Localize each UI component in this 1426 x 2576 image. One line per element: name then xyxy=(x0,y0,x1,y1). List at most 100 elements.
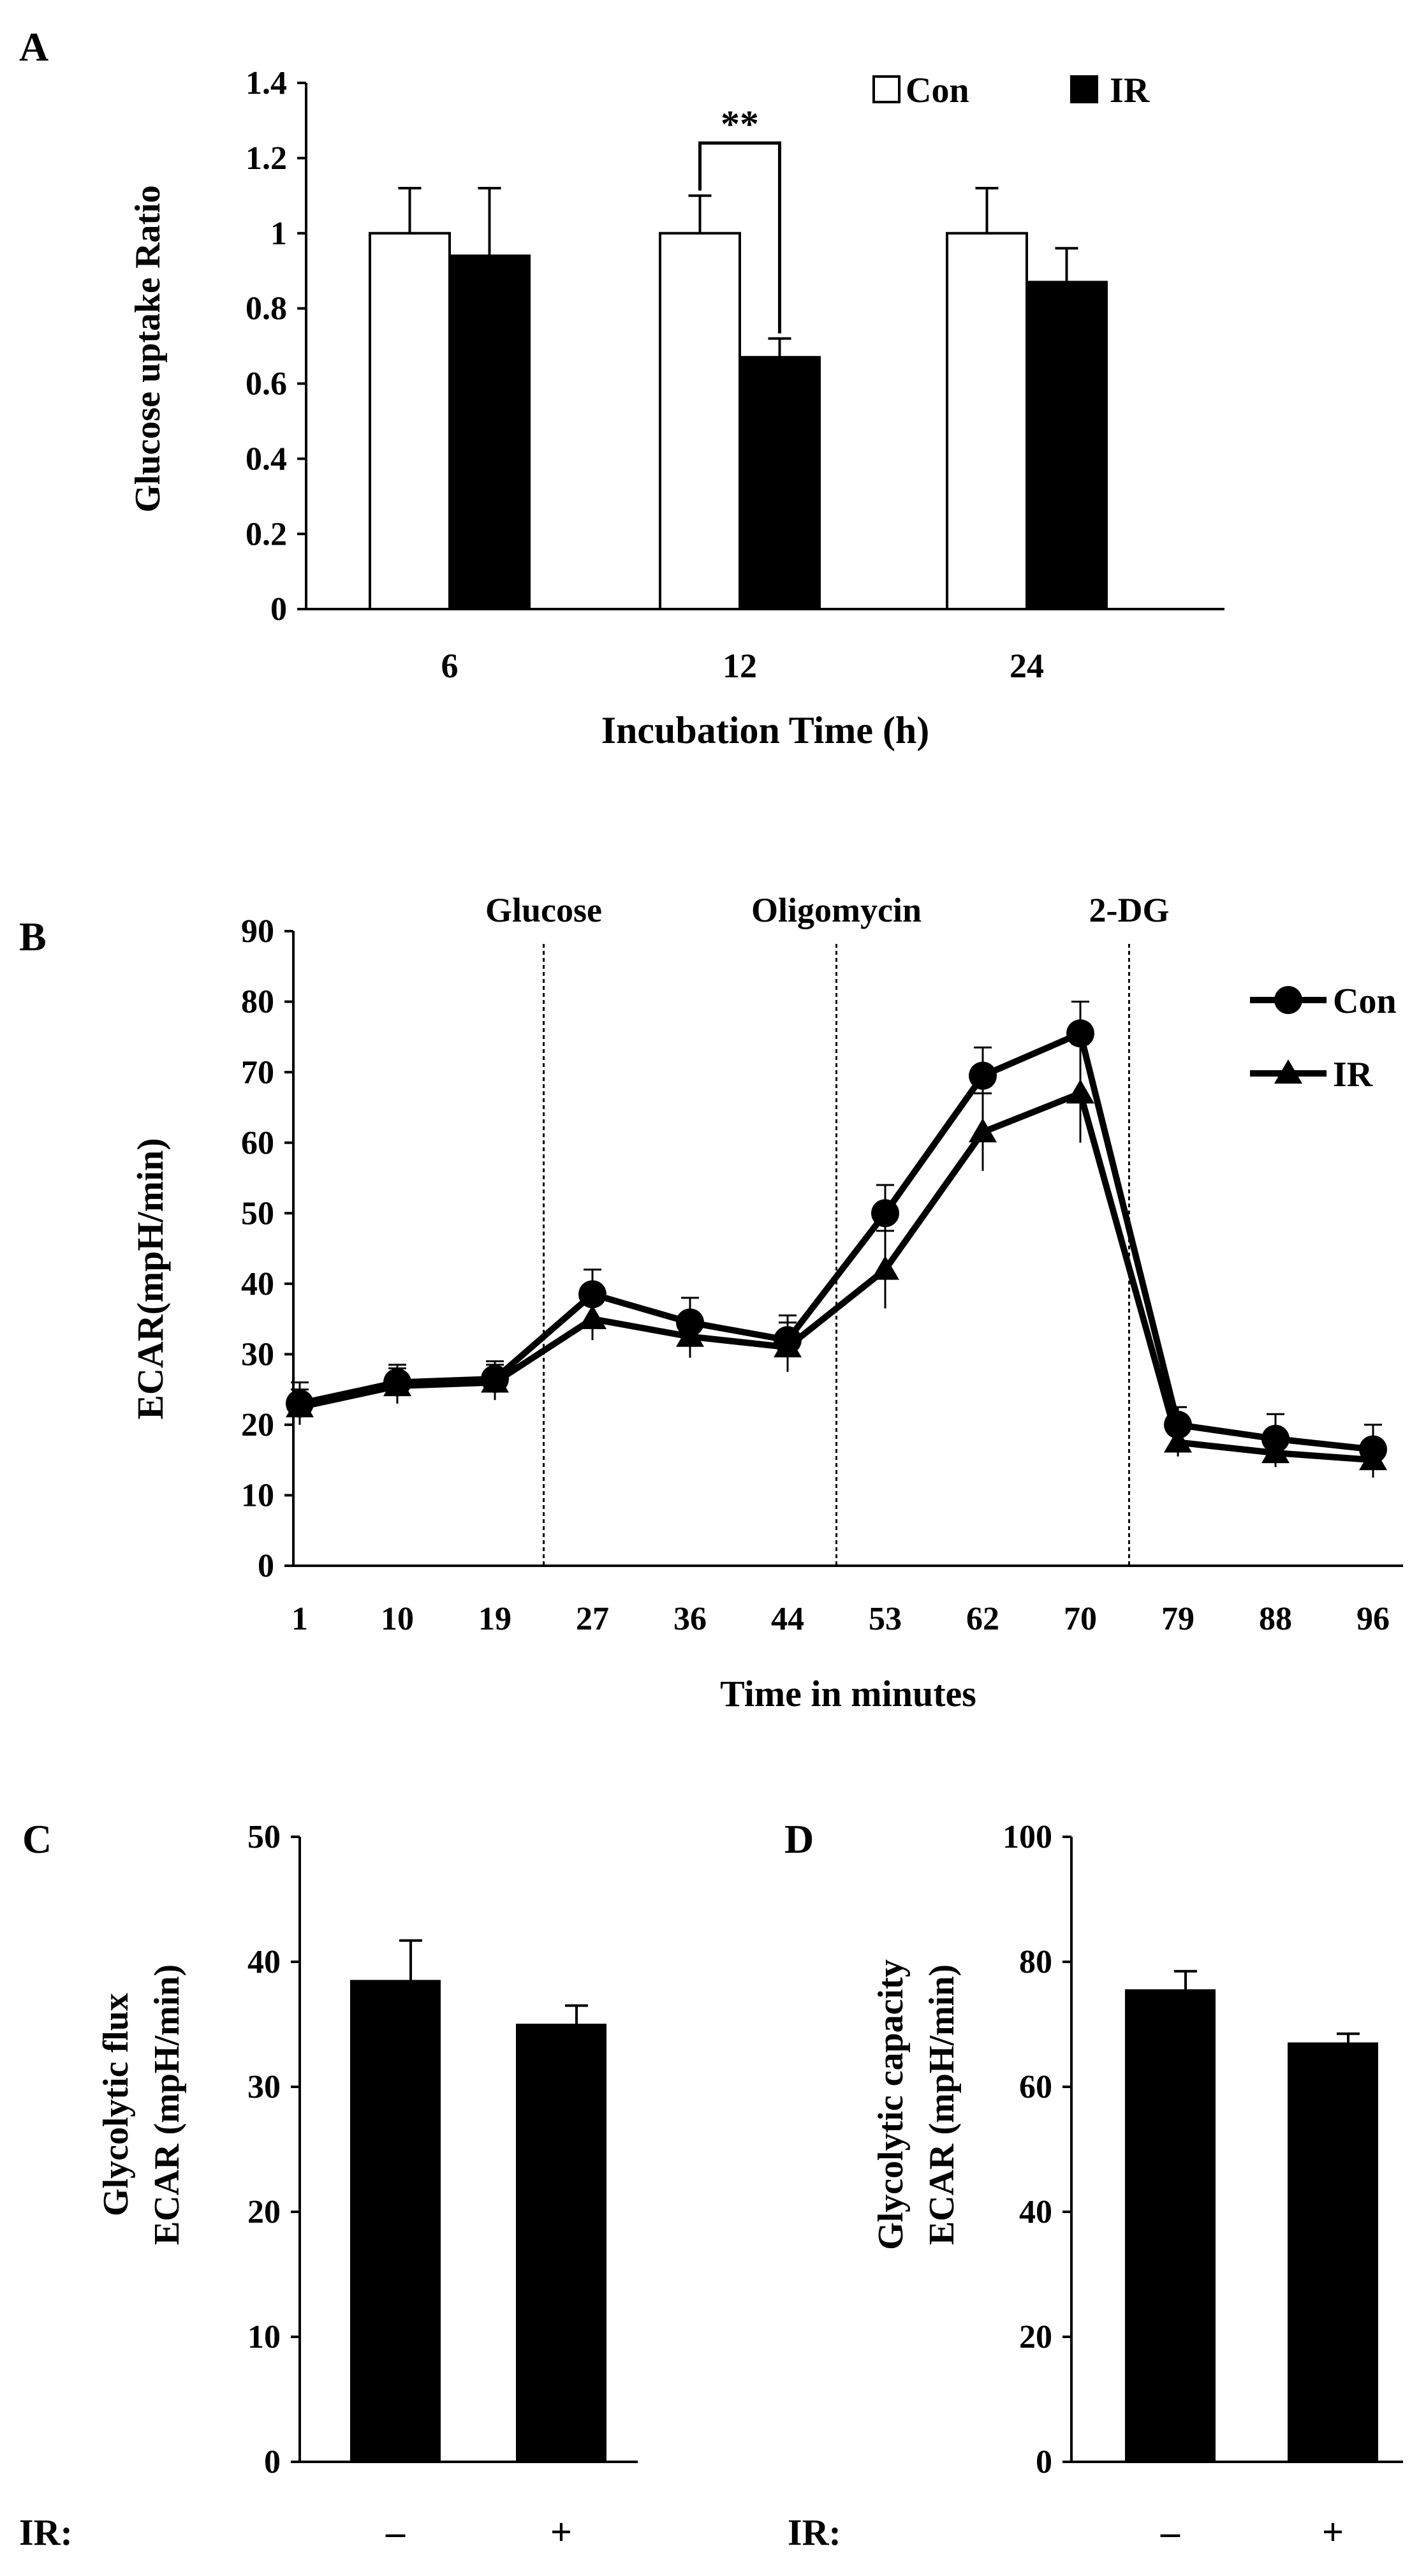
series-line xyxy=(298,1090,1374,1464)
legend-marker-ir xyxy=(1274,1059,1302,1084)
legend-label-con: Con xyxy=(906,71,969,110)
x-tick-label: 79 xyxy=(1161,1601,1194,1637)
x-tick-label: – xyxy=(385,2511,406,2553)
y-axis-label-line-1: Glycolytic flux xyxy=(96,1993,136,2216)
y-tick-label: 40 xyxy=(1019,2194,1052,2230)
x-tick-label: 53 xyxy=(869,1601,902,1637)
bar xyxy=(350,1980,441,2462)
y-tick-label: 1.2 xyxy=(246,140,287,177)
bars xyxy=(369,187,1108,611)
data-point-marker xyxy=(871,1255,899,1280)
x-tick-label: – xyxy=(1160,2511,1180,2553)
panel-a: A Glucose uptake Ratio 0 0.2 0.4 0.6 0.8 1 1.2… xyxy=(19,24,1224,751)
legend-label-con: Con xyxy=(1333,982,1397,1021)
x-tick-label: 96 xyxy=(1356,1601,1390,1637)
x-axis-tick-labels: – + xyxy=(385,2511,572,2553)
legend-marker-con xyxy=(1274,986,1302,1014)
bar-ir xyxy=(448,254,531,611)
y-tick-label: 50 xyxy=(241,1195,274,1232)
legend: Con IR xyxy=(1250,982,1397,1094)
y-axis-label: ECAR(mpH/min) xyxy=(129,1138,171,1419)
data-point-marker xyxy=(871,1199,899,1228)
x-tick-label: 27 xyxy=(576,1601,609,1637)
y-tick-label: 70 xyxy=(241,1054,274,1091)
x-tick-label: 6 xyxy=(441,647,459,685)
y-tick-label: 0.2 xyxy=(246,516,287,552)
data-point-marker xyxy=(969,1118,997,1143)
panel-d: D Glycolytic capacity ECAR (mpH/min) 0 20… xyxy=(784,1816,1403,2553)
bar-con xyxy=(369,232,451,610)
x-axis-tick-labels: 6 12 24 xyxy=(441,647,1045,685)
y-axis-label-line-2: ECAR (mpH/min) xyxy=(922,1964,962,2245)
data-point-marker xyxy=(481,1368,509,1393)
x-axis-tick-labels: – + xyxy=(1160,2511,1344,2553)
panel-label-a: A xyxy=(19,24,48,70)
bar-ir xyxy=(739,356,821,611)
series-ir xyxy=(286,1043,1387,1478)
series-line xyxy=(298,1030,1374,1453)
x-tick-label: 70 xyxy=(1064,1601,1097,1637)
y-axis-label-line-2: ECAR (mpH/min) xyxy=(147,1964,187,2245)
data-point-marker xyxy=(578,1280,606,1309)
y-tick-label: 0.4 xyxy=(246,441,287,477)
y-tick-label: 60 xyxy=(1019,2069,1052,2105)
y-axis-ticks: 0 20 40 60 80 100 xyxy=(1003,1819,1071,2480)
y-tick-label: 50 xyxy=(247,1819,281,1855)
y-tick-label: 100 xyxy=(1003,1819,1052,1855)
x-tick-label: 24 xyxy=(1010,647,1044,685)
legend: Con IR xyxy=(872,71,1150,110)
bars xyxy=(350,1939,606,2462)
y-axis-label: Glycolytic flux ECAR (mpH/min) xyxy=(96,1964,187,2245)
bars xyxy=(1125,1969,1378,2463)
data-point-marker xyxy=(578,1305,606,1330)
y-tick-label: 1 xyxy=(270,216,287,252)
data-point-marker xyxy=(1066,1019,1094,1048)
panel-label-c: C xyxy=(22,1816,52,1862)
data-point-marker xyxy=(1359,1446,1387,1471)
bar-con xyxy=(659,232,741,610)
legend-label-ir: IR xyxy=(1333,1055,1373,1094)
y-axis-ticks: 0 10 20 30 40 50 60 70 80 90 xyxy=(241,913,293,1584)
y-tick-label: 0 xyxy=(1036,2444,1052,2480)
injection-markers: Glucose Oligomycin 2-DG xyxy=(485,891,1169,1566)
x-tick-label: 10 xyxy=(381,1601,414,1637)
significance-stars: ** xyxy=(721,103,759,145)
x-axis-label: Time in minutes xyxy=(720,1673,976,1714)
y-tick-label: 20 xyxy=(241,1407,274,1443)
y-tick-label: 0 xyxy=(258,1548,274,1584)
x-tick-label: 44 xyxy=(771,1601,804,1637)
x-tick-label: 88 xyxy=(1259,1601,1292,1637)
data-point-marker xyxy=(676,1322,704,1347)
y-tick-label: 10 xyxy=(247,2319,281,2355)
y-tick-label: 0 xyxy=(270,591,287,628)
panel-label-b: B xyxy=(19,914,47,959)
x-axis-tick-labels: 1 10 19 27 36 44 53 62 70 79 88 96 xyxy=(291,1601,1390,1637)
y-axis-label-line-1: Glycolytic capacity xyxy=(871,1959,911,2250)
y-tick-label: 80 xyxy=(1019,1944,1052,1980)
y-tick-label: 40 xyxy=(247,1944,281,1980)
bar xyxy=(1125,1989,1216,2463)
bar-con xyxy=(946,232,1028,610)
x-tick-label: + xyxy=(550,2511,572,2553)
significance-bracket: ** xyxy=(698,103,781,334)
panel-b: B ECAR(mpH/min) 0 10 20 30 40 50 60 70 80 90 Gluc… xyxy=(19,891,1403,1714)
injection-label: Oligomycin xyxy=(751,891,922,929)
series xyxy=(286,1001,1387,1478)
ir-row-label: IR: xyxy=(19,2512,73,2553)
y-tick-label: 20 xyxy=(247,2194,281,2230)
y-tick-label: 90 xyxy=(241,913,274,950)
y-tick-label: 60 xyxy=(241,1125,274,1161)
data-point-marker xyxy=(286,1393,314,1418)
panel-label-d: D xyxy=(784,1816,814,1862)
y-tick-label: 20 xyxy=(1019,2319,1052,2355)
y-axis-ticks: 0 0.2 0.4 0.6 0.8 1 1.2 1.4 xyxy=(246,65,306,628)
data-point-marker xyxy=(969,1061,997,1090)
bar xyxy=(516,2024,606,2462)
legend-swatch-con xyxy=(872,75,900,103)
injection-label: Glucose xyxy=(485,891,602,929)
data-point-marker xyxy=(1066,1079,1094,1104)
data-point-marker xyxy=(1261,1439,1290,1464)
y-tick-label: 30 xyxy=(247,2069,281,2105)
y-axis-label: Glycolytic capacity ECAR (mpH/min) xyxy=(871,1959,962,2250)
